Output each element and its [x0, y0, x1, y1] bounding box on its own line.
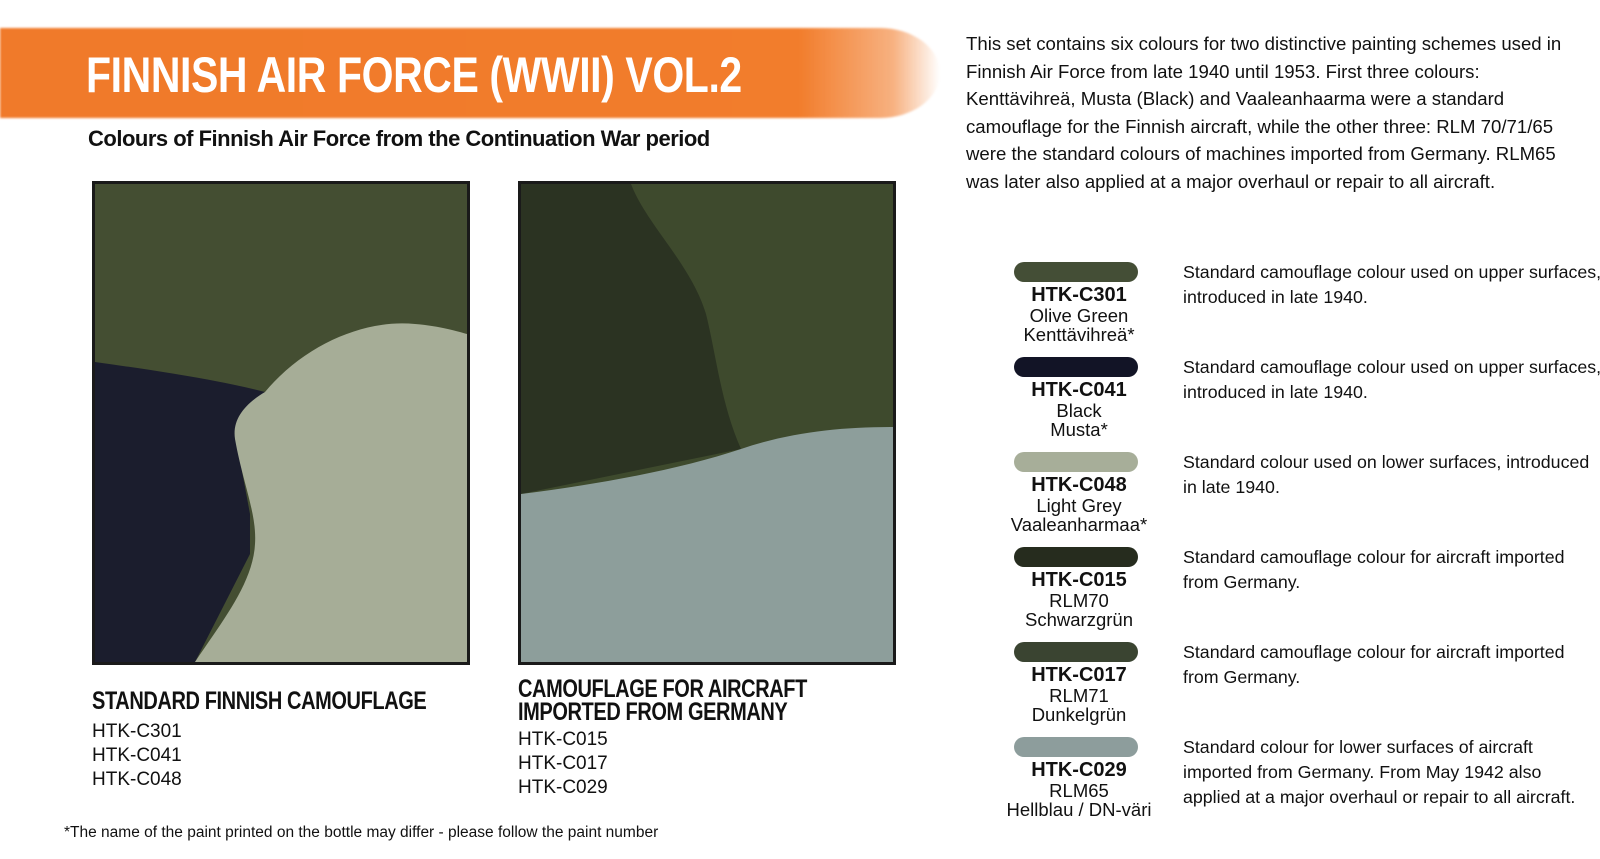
colour-pill — [1014, 547, 1138, 567]
colour-code: HTK-C301 — [1031, 284, 1127, 306]
scheme2-black-green-area — [521, 184, 741, 494]
colour-name: RLM71 — [1049, 685, 1109, 706]
colour-code: HTK-C017 — [1031, 664, 1127, 686]
scheme1-code: HTK-C301 — [92, 721, 182, 742]
colour-alt-name: Vaaleanharmaa* — [1010, 514, 1148, 535]
colour-alt-name: Kenttävihreä* — [1023, 324, 1135, 345]
colour-row: HTK-C041 Black Musta* Standard camouflage… — [1000, 355, 1600, 447]
scheme2-code: HTK-C017 — [518, 753, 608, 774]
page-subtitle: Colours of Finnish Air Force from the Co… — [88, 126, 710, 151]
colour-description: Standard camouflage colour used on upper… — [1183, 357, 1600, 402]
colour-names: Black Musta* — [1000, 401, 1158, 439]
colour-description: Standard camouflage colour for aircraft … — [1183, 642, 1565, 687]
colour-description: Standard camouflage colour used on upper… — [1183, 262, 1600, 307]
scheme2-grey-blue-area — [521, 427, 893, 662]
colour-pill — [1014, 452, 1138, 472]
footnote: *The name of the paint printed on the bo… — [64, 824, 659, 841]
colour-names: RLM71 Dunkelgrün — [1000, 686, 1158, 724]
colour-names: Light Grey Vaaleanharmaa* — [1000, 496, 1158, 534]
colour-name: Olive Green — [1029, 305, 1129, 326]
scheme2-code: HTK-C029 — [518, 777, 608, 798]
scheme1-codes: HTK-C301 HTK-C041 HTK-C048 — [92, 720, 182, 792]
colour-pill — [1014, 737, 1138, 757]
scheme1-black-area — [95, 362, 265, 662]
colour-description: Standard camouflage colour for aircraft … — [1183, 547, 1565, 592]
colour-code: HTK-C015 — [1031, 569, 1127, 591]
colour-row: HTK-C048 Light Grey Vaaleanharmaa* Standa… — [1000, 450, 1600, 542]
colour-names: RLM70 Schwarzgrün — [1000, 591, 1158, 629]
scheme2-caption: CAMOUFLAGE FOR AIRCRAFT IMPORTED FROM GE… — [518, 675, 807, 726]
colour-alt-name: Schwarzgrün — [1025, 609, 1133, 630]
scheme2-codes: HTK-C015 HTK-C017 HTK-C029 — [518, 728, 608, 800]
colour-row: HTK-C015 RLM70 Schwarzgrün Standard camou… — [1000, 545, 1600, 637]
scheme1-code: HTK-C048 — [92, 769, 182, 790]
colour-code: HTK-C041 — [1031, 379, 1127, 401]
colour-code: HTK-C029 — [1031, 759, 1127, 781]
colour-pill — [1014, 262, 1138, 282]
colour-row: HTK-C017 RLM71 Dunkelgrün Standard camouf… — [1000, 640, 1600, 732]
colour-names: RLM65 Hellblau / DN-väri — [1000, 781, 1158, 819]
page-title: FINNISH AIR FORCE (WWII) VOL.2 — [86, 47, 742, 103]
colour-name: RLM65 — [1049, 780, 1109, 801]
colour-name: Black — [1056, 400, 1102, 421]
colour-description: Standard colour used on lower surfaces, … — [1183, 452, 1590, 497]
colour-pill — [1014, 357, 1138, 377]
colour-alt-name: Dunkelgrün — [1031, 704, 1127, 725]
german-camouflage-swatch — [518, 181, 896, 665]
colour-description: Standard colour for lower surfaces of ai… — [1183, 737, 1576, 807]
colour-code: HTK-C048 — [1031, 474, 1127, 496]
colour-name: Light Grey — [1036, 495, 1122, 516]
finnish-camouflage-swatch — [92, 181, 470, 665]
scheme1-caption: STANDARD FINNISH CAMOUFLAGE — [92, 687, 427, 715]
scheme1-code: HTK-C041 — [92, 745, 182, 766]
intro-text: This set contains six colours for two di… — [966, 33, 1562, 192]
colour-alt-name: Musta* — [1050, 419, 1108, 440]
scheme1-grey-area — [195, 323, 467, 662]
title-banner — [0, 28, 940, 118]
colour-row: HTK-C301 Olive Green Kenttävihreä* Standa… — [1000, 260, 1600, 352]
colour-pill — [1014, 642, 1138, 662]
colour-alt-name: Hellblau / DN-väri — [1006, 799, 1152, 820]
colour-names: Olive Green Kenttävihreä* — [1000, 306, 1158, 344]
colour-row: HTK-C029 RLM65 Hellblau / DN-väri Standar… — [1000, 735, 1600, 827]
colour-name: RLM70 — [1049, 590, 1109, 611]
scheme2-code: HTK-C015 — [518, 729, 608, 750]
